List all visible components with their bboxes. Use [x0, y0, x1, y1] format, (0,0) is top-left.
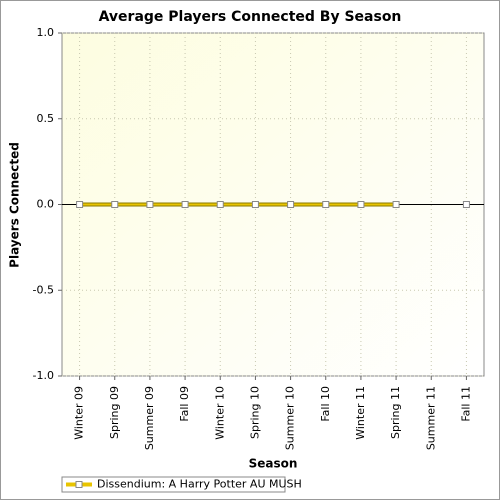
x-tick-label: Spring 10	[248, 386, 261, 439]
point	[181, 201, 189, 208]
x-axis-label: Season	[249, 457, 298, 471]
x-tick-label: Fall 10	[319, 386, 332, 422]
point	[216, 201, 224, 208]
legend-marker	[75, 481, 83, 488]
x-tick-label: Spring 09	[108, 386, 121, 439]
y-tick-label: -1.0	[33, 369, 54, 382]
x-tick-label: Winter 11	[354, 386, 367, 440]
y-axis-label: Players Connected	[8, 142, 22, 268]
point	[462, 201, 470, 208]
y-tick-label: -0.5	[33, 283, 54, 296]
x-tick-label: Summer 09	[143, 386, 156, 450]
point	[251, 201, 259, 208]
point	[111, 201, 119, 208]
y-tick-label: 1.0	[37, 26, 55, 39]
point	[322, 201, 330, 208]
point	[76, 201, 84, 208]
x-tick-label: Fall 11	[459, 386, 472, 422]
legend-label: Dissendium: A Harry Potter AU MUSH	[97, 478, 302, 491]
y-tick-label: 0.0	[37, 198, 55, 211]
x-tick-label: Winter 10	[213, 386, 226, 440]
point	[146, 201, 154, 208]
chart-title: Average Players Connected By Season	[99, 9, 402, 25]
point	[392, 201, 400, 208]
x-tick-label: Summer 10	[284, 386, 297, 450]
point	[357, 201, 365, 208]
point	[287, 201, 295, 208]
legend	[61, 476, 286, 493]
x-tick-label: Winter 09	[73, 386, 86, 440]
x-tick-label: Spring 11	[389, 386, 402, 439]
y-tick-label: 0.5	[37, 112, 55, 125]
x-tick-label: Fall 09	[178, 386, 191, 422]
x-tick-label: Summer 11	[424, 386, 437, 450]
